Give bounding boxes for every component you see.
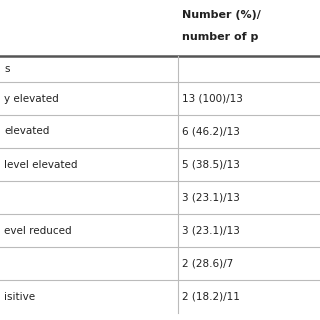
Text: 3 (23.1)/13: 3 (23.1)/13 (182, 226, 240, 236)
Text: evel reduced: evel reduced (4, 226, 72, 236)
Text: elevated: elevated (4, 126, 49, 137)
Text: number of p: number of p (182, 32, 258, 42)
Text: 5 (38.5)/13: 5 (38.5)/13 (182, 159, 240, 170)
Text: Number (%)/: Number (%)/ (182, 10, 261, 20)
Text: y elevated: y elevated (4, 93, 59, 103)
Text: 3 (23.1)/13: 3 (23.1)/13 (182, 193, 240, 203)
Text: 6 (46.2)/13: 6 (46.2)/13 (182, 126, 240, 137)
Text: s: s (4, 64, 10, 74)
Text: level elevated: level elevated (4, 159, 77, 170)
Text: isitive: isitive (4, 292, 35, 301)
Text: 2 (28.6)/7: 2 (28.6)/7 (182, 259, 233, 268)
Text: 13 (100)/13: 13 (100)/13 (182, 93, 243, 103)
Text: 2 (18.2)/11: 2 (18.2)/11 (182, 292, 240, 301)
